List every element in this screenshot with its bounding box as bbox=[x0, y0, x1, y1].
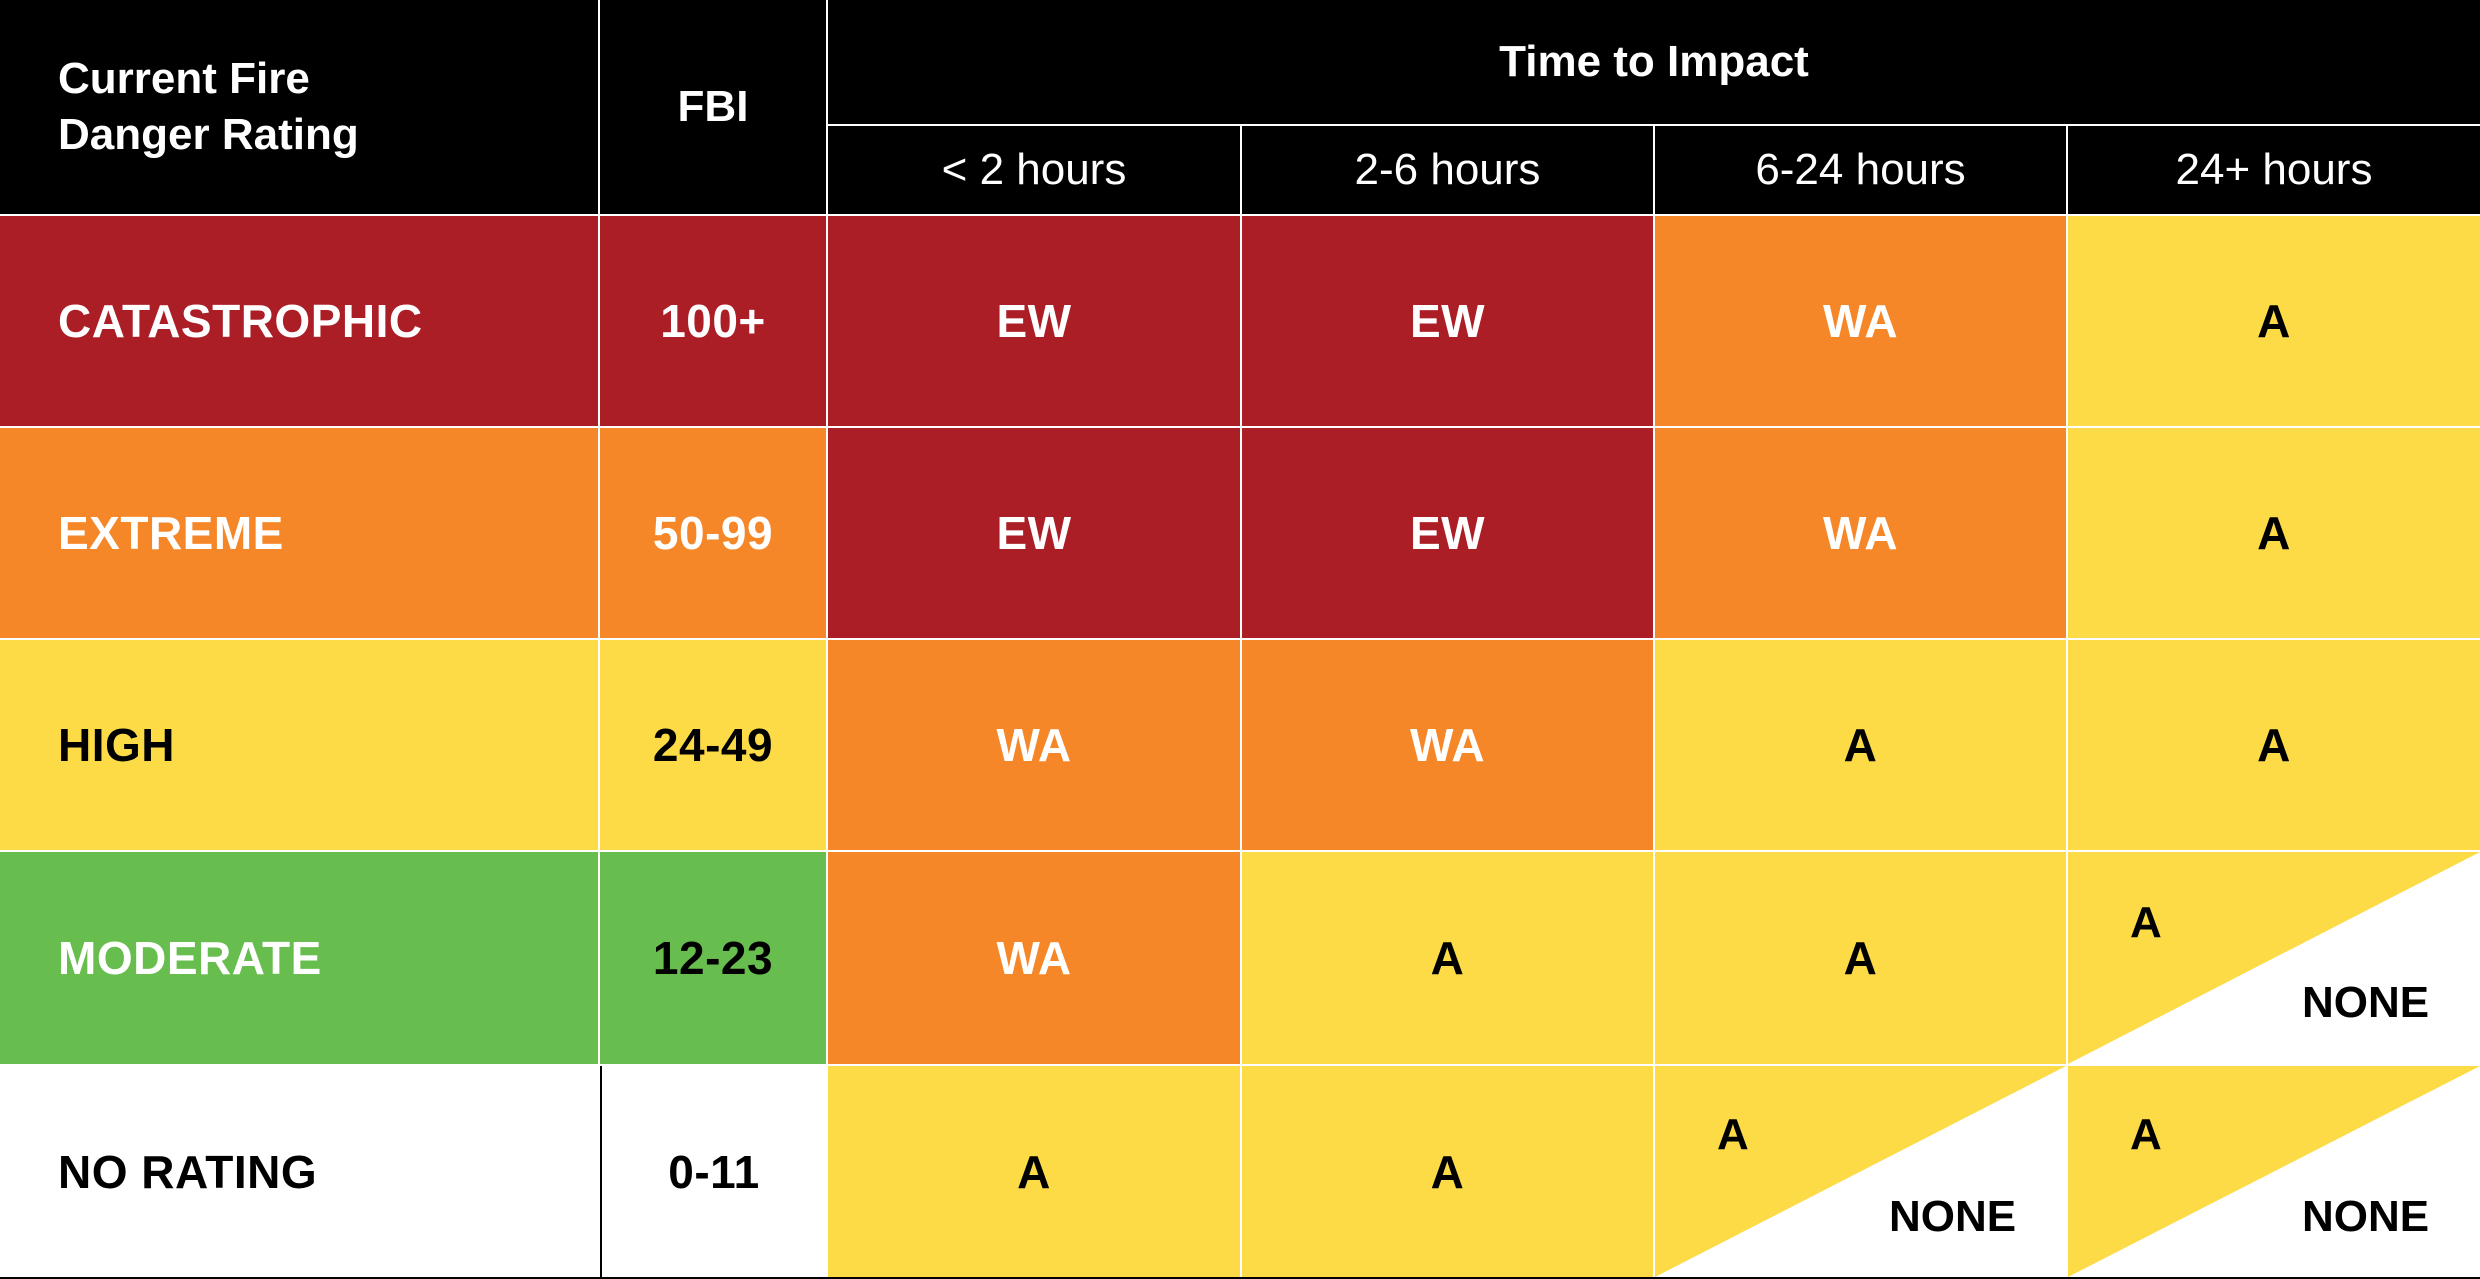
none-label: NONE bbox=[1889, 1192, 2017, 1241]
warning-cell: A bbox=[1242, 1066, 1653, 1277]
warning-level: A bbox=[2257, 295, 2291, 347]
warning-level: A bbox=[2130, 898, 2162, 947]
warning-level: WA bbox=[996, 719, 1072, 771]
none-label: NONE bbox=[2302, 978, 2430, 1027]
fbi-extreme: 50-99 bbox=[600, 428, 826, 638]
warning-cell: A bbox=[1655, 852, 2066, 1064]
rating-moderate: MODERATE bbox=[0, 852, 598, 1064]
column-header-24plus: 24+ hours bbox=[2068, 126, 2480, 214]
rating-label: HIGH bbox=[58, 719, 175, 771]
warning-level: EW bbox=[996, 295, 1072, 347]
warning-cell: A bbox=[2068, 640, 2480, 850]
warning-level: A bbox=[1717, 1110, 1749, 1159]
column-label: < 2 hours bbox=[941, 145, 1127, 194]
fbi-column-header: FBI bbox=[600, 0, 826, 214]
rating-header-line2: Danger Rating bbox=[58, 110, 359, 159]
warning-level: EW bbox=[996, 507, 1072, 559]
warning-level: A bbox=[2130, 1110, 2162, 1159]
warning-cell: A bbox=[2068, 216, 2480, 426]
rating-extreme: EXTREME bbox=[0, 428, 598, 638]
warning-cell: A bbox=[2068, 428, 2480, 638]
warning-level: WA bbox=[1822, 507, 1899, 559]
warning-level: A bbox=[1843, 932, 1878, 984]
split-triangle-graphic bbox=[2068, 1066, 2480, 1277]
rating-column-header: Current Fire Danger Rating bbox=[0, 0, 598, 214]
warning-cell: EW bbox=[1242, 216, 1653, 426]
rating-high: HIGH bbox=[0, 640, 598, 850]
time-to-impact-label: Time to Impact bbox=[1499, 37, 1809, 86]
rating-label: EXTREME bbox=[58, 507, 284, 559]
warning-level: WA bbox=[996, 932, 1072, 984]
column-header-2-6h: 2-6 hours bbox=[1242, 126, 1653, 214]
fbi-catastrophic: 100+ bbox=[600, 216, 826, 426]
split-triangle-graphic bbox=[1655, 1066, 2066, 1277]
rating-label: CATASTROPHIC bbox=[58, 295, 423, 347]
none-label: NONE bbox=[2302, 1192, 2430, 1241]
rating-catastrophic: CATASTROPHIC bbox=[0, 216, 598, 426]
warning-level: A bbox=[2257, 719, 2291, 771]
warning-level: WA bbox=[1822, 295, 1899, 347]
warning-cell: WA bbox=[828, 852, 1240, 1064]
column-header-6-24h: 6-24 hours bbox=[1655, 126, 2066, 214]
warning-cell: WA bbox=[1655, 216, 2066, 426]
column-label: 2-6 hours bbox=[1354, 145, 1541, 194]
warning-cell: A bbox=[1655, 640, 2066, 850]
column-header-lt2h: < 2 hours bbox=[828, 126, 1240, 214]
split-warning-cell: A NONE bbox=[2068, 1066, 2480, 1277]
warning-cell: A bbox=[828, 1066, 1240, 1277]
time-to-impact-header: Time to Impact bbox=[828, 0, 2480, 124]
warning-level: A bbox=[1843, 719, 1878, 771]
warning-level: A bbox=[1430, 932, 1465, 984]
rating-header-line1: Current Fire bbox=[58, 54, 310, 103]
fbi-value: 50-99 bbox=[652, 507, 774, 559]
warning-cell: WA bbox=[828, 640, 1240, 850]
split-triangle-graphic bbox=[2068, 852, 2480, 1064]
warning-level: WA bbox=[1409, 719, 1486, 771]
warning-cell: WA bbox=[1242, 640, 1653, 850]
rating-label: NO RATING bbox=[58, 1145, 318, 1198]
fbi-value: 12-23 bbox=[652, 932, 774, 984]
warning-cell: A bbox=[1242, 852, 1653, 1064]
warning-cell: WA bbox=[1655, 428, 2066, 638]
split-warning-cell: A NONE bbox=[1655, 1066, 2066, 1277]
warning-level: A bbox=[2257, 507, 2291, 559]
fbi-no-rating: 0-11 bbox=[600, 1066, 826, 1277]
rating-label: MODERATE bbox=[58, 932, 322, 984]
fbi-header-label: FBI bbox=[677, 82, 749, 131]
column-label: 6-24 hours bbox=[1755, 145, 1966, 194]
table-bottom-border bbox=[0, 1277, 2480, 1279]
warning-cell: EW bbox=[828, 428, 1240, 638]
fbi-moderate: 12-23 bbox=[600, 852, 826, 1064]
fbi-value: 100+ bbox=[660, 295, 766, 347]
rating-no-rating: NO RATING bbox=[0, 1066, 598, 1277]
warning-level: A bbox=[1430, 1145, 1465, 1198]
fbi-value: 24-49 bbox=[652, 719, 774, 771]
fbi-value: 0-11 bbox=[668, 1145, 760, 1198]
warning-level: EW bbox=[1409, 295, 1486, 347]
warning-level: A bbox=[1017, 1145, 1051, 1198]
warning-level: EW bbox=[1409, 507, 1486, 559]
column-label: 24+ hours bbox=[2175, 145, 2373, 194]
warning-cell: EW bbox=[1242, 428, 1653, 638]
warning-cell: EW bbox=[828, 216, 1240, 426]
split-warning-cell: A NONE bbox=[2068, 852, 2480, 1064]
fbi-high: 24-49 bbox=[600, 640, 826, 850]
